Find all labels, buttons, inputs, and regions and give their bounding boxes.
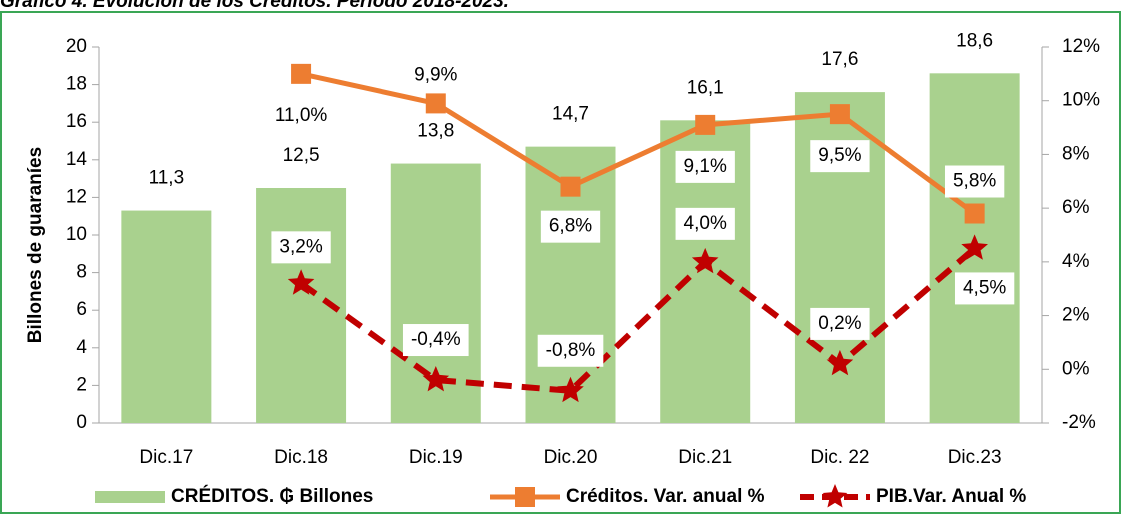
line-value-label-bg [810, 307, 870, 340]
marker [691, 247, 719, 274]
y-tick-label: 16 [66, 111, 87, 132]
marker [695, 114, 716, 135]
chart-title: Gráfico 4. Evolución de los Créditos. Pe… [0, 0, 509, 12]
line-value-label: 5,8% [953, 171, 996, 192]
x-tick-label: Dic.18 [274, 447, 328, 468]
marker [422, 366, 450, 392]
line-value-label-bg [540, 210, 601, 243]
marker [964, 203, 985, 224]
marker [826, 349, 854, 376]
legend-marker [515, 487, 535, 507]
line-value-label-bg [271, 231, 331, 264]
line-value-label: 9,5% [818, 145, 861, 166]
y2-tick-label: 12% [1062, 36, 1100, 57]
bar-value-label: 11,3 [149, 168, 185, 189]
marker [287, 269, 315, 295]
bar-value-label: 12,5 [283, 145, 320, 166]
y-tick-label: 10 [66, 224, 87, 245]
line-value-label-bg [675, 150, 735, 183]
marker [961, 234, 988, 260]
line-value-label: -0,4% [411, 329, 461, 350]
y-tick-label: 14 [66, 149, 88, 170]
y-axis-label: Billones de guaraníes [25, 147, 46, 343]
bar-value-label: 16,1 [687, 77, 724, 98]
line-value-label: 9,1% [684, 156, 727, 177]
legend-label: CRÉDITOS. ₲ Billones [171, 485, 373, 507]
line-value-label: 4,0% [684, 213, 727, 234]
line-value-label: 11,0% [275, 105, 328, 126]
y-tick-label: 4 [76, 337, 87, 358]
line-value-label: 4,5% [963, 277, 1006, 298]
bar-value-label: 14,7 [552, 104, 589, 125]
line-value-label: -0,8% [546, 340, 596, 361]
y-tick-label: 12 [66, 186, 87, 207]
y-tick-label: 8 [76, 262, 87, 283]
marker [829, 104, 850, 125]
marker [557, 376, 584, 403]
y-tick-label: 18 [66, 74, 87, 95]
line-value-label-bg [537, 334, 604, 367]
x-tick-label: Dic.21 [678, 447, 732, 468]
legend-swatch [95, 491, 165, 503]
y2-tick-label: 10% [1062, 90, 1100, 111]
line [300, 71, 977, 216]
line-value-label-bg [266, 99, 336, 132]
line-value-label-bg [810, 140, 870, 173]
line-value-label-bg [944, 165, 1005, 198]
y2-tick-label: 8% [1062, 143, 1090, 164]
bar-value-label: 17,6 [821, 49, 858, 70]
x-tick-label: Dic.20 [544, 447, 598, 468]
x-tick-label: Dic.19 [409, 447, 463, 468]
line [299, 246, 977, 394]
y2-tick-label: 2% [1062, 305, 1090, 326]
bar [121, 210, 212, 423]
x-tick-label: Dic.23 [948, 447, 1002, 468]
y-tick-label: 6 [76, 299, 87, 320]
y-tick-label: 20 [66, 36, 87, 57]
line-value-label-bg [954, 272, 1015, 305]
y2-tick-label: -2% [1062, 412, 1096, 433]
line-value-label-bg [675, 207, 735, 240]
line-value-label: 0,2% [818, 313, 861, 334]
x-tick-label: Dic. 22 [810, 447, 869, 468]
x-tick-label: Dic.17 [139, 447, 193, 468]
y2-tick-label: 0% [1062, 358, 1090, 379]
y2-tick-label: 6% [1062, 197, 1090, 218]
legend-label: Créditos. Var. anual % [566, 486, 765, 507]
legend-marker [822, 484, 848, 508]
y-tick-label: 0 [76, 412, 87, 433]
line-value-label: 9,9% [414, 64, 457, 85]
line-value-label-bg [402, 324, 469, 357]
line-value-label: 3,2% [279, 236, 322, 257]
marker [560, 176, 581, 197]
marker [291, 63, 312, 84]
legend-label: PIB.Var. Anual % [876, 486, 1026, 507]
marker [425, 93, 446, 114]
bar-value-label: 18,6 [956, 30, 993, 51]
chart-frame [0, 11, 1121, 514]
bar-value-label: 13,8 [417, 121, 454, 142]
line-value-label-bg [406, 59, 466, 92]
y2-tick-label: 4% [1062, 251, 1090, 272]
line-value-label: 6,8% [549, 216, 592, 237]
y-tick-label: 2 [76, 374, 87, 395]
